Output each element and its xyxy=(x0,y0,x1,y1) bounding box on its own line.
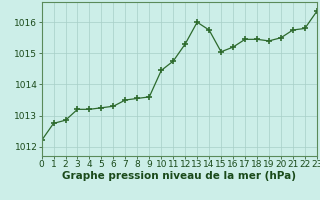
X-axis label: Graphe pression niveau de la mer (hPa): Graphe pression niveau de la mer (hPa) xyxy=(62,171,296,181)
